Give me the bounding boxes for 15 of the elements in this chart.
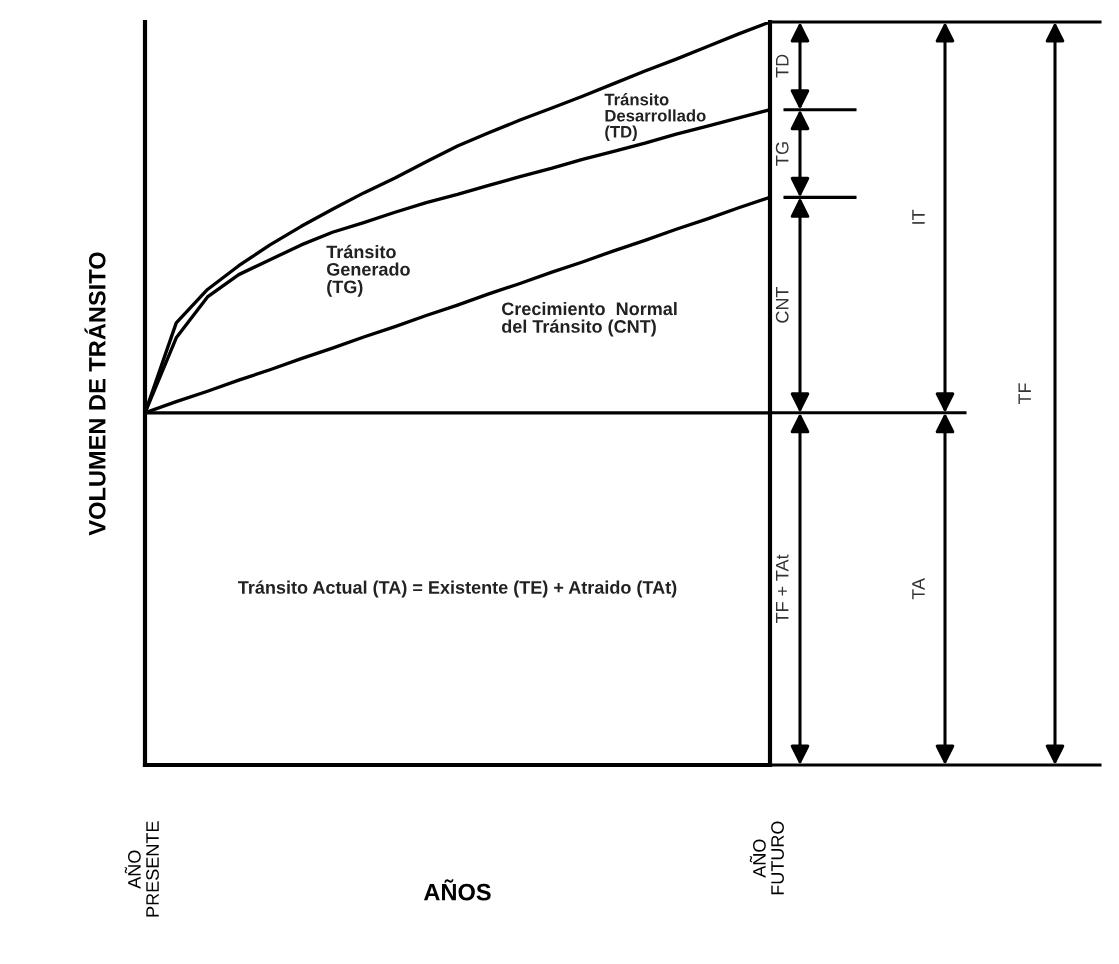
annotation: Tránsito Actual (TA) = Existente (TE) + Atraido (TAt) <box>238 580 677 598</box>
text: IT <box>912 209 925 224</box>
x-tick-label: AÑO FUTURO <box>749 821 784 895</box>
text: TD <box>776 54 789 78</box>
text: CNT <box>775 286 789 323</box>
x-tick-label: AÑO PRESENTE <box>124 821 159 917</box>
x-axis-title: AÑOS <box>423 879 491 901</box>
text: TF <box>1018 383 1031 405</box>
text: TG <box>775 142 789 166</box>
annotation: Tránsito Generado (TG) <box>326 244 410 297</box>
annotation: Tránsito Desarrollado (TD) <box>604 93 706 142</box>
y-axis-title: VOLUMEN DE TRÁNSITO <box>84 252 106 536</box>
annotation: Crecimiento Normal del Tránsito (CNT) <box>501 301 677 337</box>
text: TA <box>912 578 925 600</box>
text: TF + TAt <box>776 554 789 624</box>
